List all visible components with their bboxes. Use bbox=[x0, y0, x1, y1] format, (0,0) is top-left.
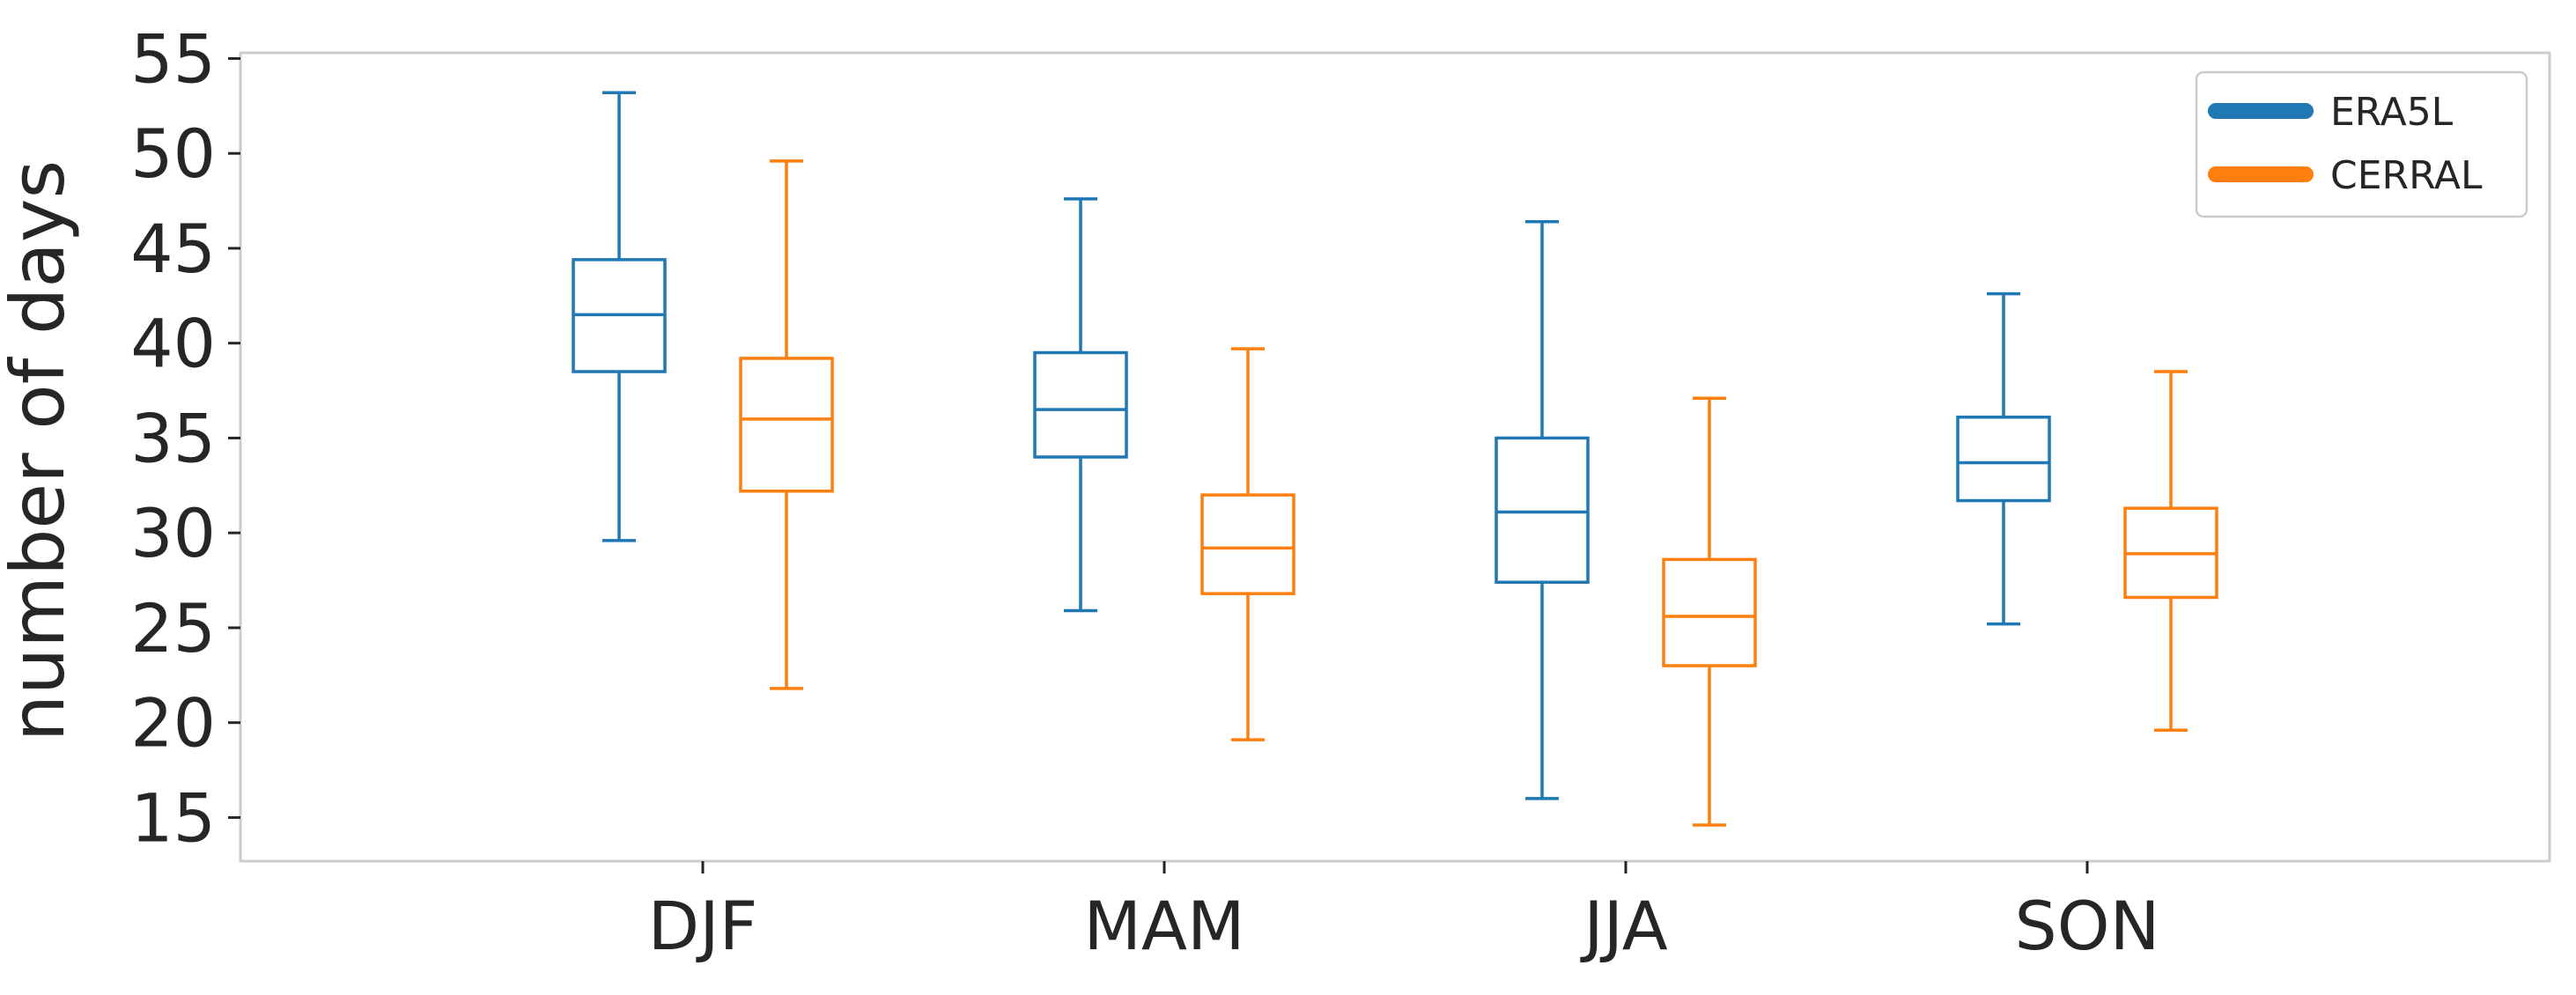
x-axis: DJF MAM JJA SON bbox=[648, 861, 2160, 965]
plot-border bbox=[239, 51, 2551, 863]
x-tick-label: SON bbox=[2015, 887, 2160, 965]
x-tick-label: DJF bbox=[648, 887, 758, 965]
box-era5l-mam bbox=[1033, 197, 1128, 613]
box-era5l-djf bbox=[572, 91, 667, 542]
box-cerral-son bbox=[2123, 370, 2218, 733]
iqr-box bbox=[1956, 415, 2051, 503]
box-era5l-jja bbox=[1495, 220, 1590, 800]
y-tick-label: 40 bbox=[130, 305, 216, 383]
box-era5l-son bbox=[1956, 291, 2051, 626]
y-tick-label: 55 bbox=[130, 19, 216, 98]
box-cerral-djf bbox=[739, 159, 834, 690]
legend-label-era5l: ERA5L bbox=[2330, 90, 2454, 135]
iqr-box bbox=[1495, 436, 1590, 584]
y-tick-label: 20 bbox=[130, 684, 216, 763]
iqr-box bbox=[1200, 493, 1295, 595]
y-tick-label: 15 bbox=[130, 778, 216, 857]
y-tick-label: 30 bbox=[130, 494, 216, 572]
legend-label-cerral: CERRAL bbox=[2330, 153, 2483, 198]
y-axis: 15 20 25 30 35 40 45 50 55 bbox=[130, 19, 240, 857]
box-groups bbox=[572, 91, 2218, 827]
y-tick-label: 45 bbox=[130, 210, 216, 288]
y-axis-label: number of days bbox=[0, 160, 81, 741]
plot-frame bbox=[239, 51, 2551, 863]
box-cerral-jja bbox=[1662, 396, 1757, 827]
x-tick-label: JJA bbox=[1580, 887, 1667, 965]
x-tick-label: MAM bbox=[1083, 887, 1244, 965]
iqr-box bbox=[1662, 557, 1757, 667]
box-cerral-mam bbox=[1200, 347, 1295, 741]
iqr-box bbox=[739, 357, 834, 493]
y-tick-label: 35 bbox=[130, 399, 216, 477]
iqr-box bbox=[1033, 350, 1128, 459]
legend: ERA5L CERRAL bbox=[2195, 70, 2528, 218]
y-tick-label: 50 bbox=[130, 114, 216, 193]
y-tick-label: 25 bbox=[130, 589, 216, 667]
